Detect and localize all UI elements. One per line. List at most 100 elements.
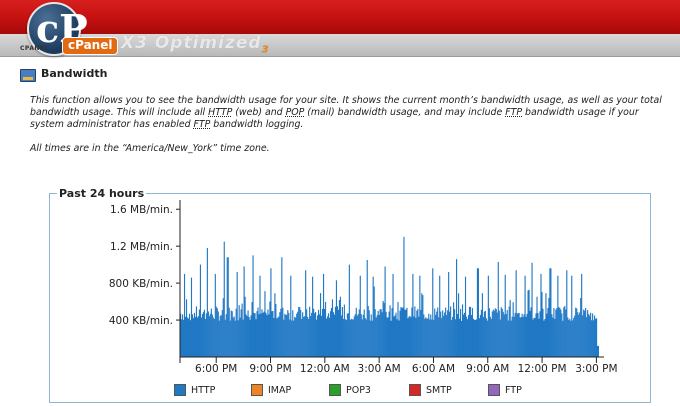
http-bar (497, 261, 499, 357)
http-bar (489, 316, 491, 357)
http-bar (271, 311, 273, 357)
http-bar (398, 320, 400, 357)
http-bar (343, 304, 345, 357)
http-bar (236, 272, 238, 357)
http-bar (504, 274, 506, 357)
http-bar (589, 315, 591, 357)
http-bar (582, 315, 584, 357)
http-bar (274, 293, 276, 357)
http-bar (573, 317, 575, 357)
http-bar (375, 317, 377, 357)
legend-swatch (251, 384, 263, 396)
http-bar (240, 309, 242, 357)
http-bar (270, 268, 272, 357)
http-bar (416, 310, 418, 357)
legend-swatch (329, 384, 341, 396)
http-bar (325, 318, 328, 357)
http-bar (299, 307, 301, 357)
chart-title: Past 24 hours (57, 187, 147, 200)
http-bar (238, 305, 240, 357)
http-bar (583, 309, 585, 357)
http-bar (487, 275, 489, 357)
http-bar (393, 316, 395, 357)
http-bar (492, 309, 494, 357)
http-bar (488, 308, 490, 357)
http-bar (585, 308, 587, 357)
http-bar (313, 308, 315, 357)
http-bar (553, 308, 555, 357)
http-bar (390, 320, 392, 357)
legend-label: POP3 (346, 384, 371, 396)
http-bar (235, 308, 237, 357)
http-bar (295, 317, 297, 357)
http-bar (230, 310, 232, 357)
http-bar (539, 311, 541, 357)
http-bar (365, 319, 367, 357)
http-bar (253, 313, 255, 357)
x-tick-label: 12:00 AM (300, 363, 350, 375)
http-bar (346, 313, 348, 357)
http-bar (508, 306, 510, 357)
legend-item: IMAP (251, 384, 291, 396)
http-bar (185, 299, 188, 357)
http-bar (567, 317, 569, 357)
http-bar (501, 308, 503, 357)
http-bar (191, 314, 194, 357)
http-bar (499, 319, 501, 357)
http-bar (486, 320, 488, 357)
http-bar (366, 260, 368, 357)
http-bar (241, 303, 243, 357)
http-bar (479, 314, 481, 357)
http-bar (312, 276, 314, 357)
http-bar (385, 311, 387, 357)
http-bar (188, 313, 191, 357)
http-bar (440, 311, 442, 357)
http-bar (411, 307, 413, 357)
http-bar (231, 311, 233, 357)
http-bar (219, 315, 221, 357)
http-bar (403, 236, 405, 357)
http-bar (446, 315, 448, 357)
theme-text: X3 Optimized (121, 33, 262, 53)
legend-swatch (488, 384, 500, 396)
http-bar (594, 315, 596, 357)
http-bar (409, 315, 411, 357)
y-tick-label: 1.2 MB/min. (110, 241, 173, 253)
http-bar (451, 320, 453, 357)
http-bar (237, 320, 239, 357)
http-bar (306, 309, 308, 357)
y-tick-label: 400 KB/min. (109, 315, 173, 327)
http-bar (429, 319, 431, 357)
http-bar (413, 316, 415, 357)
http-bar (421, 293, 423, 357)
http-bar (283, 319, 285, 357)
http-bar (542, 308, 544, 357)
http-bar (575, 307, 577, 357)
http-bar (276, 318, 278, 357)
desc-part: bandwidth logging. (210, 119, 304, 130)
legend-item: POP3 (329, 384, 371, 396)
http-bar (435, 315, 437, 357)
http-bar (515, 270, 517, 357)
timezone-note: All times are in the “America/New_York” … (30, 143, 270, 154)
http-bar (264, 291, 266, 357)
http-bar (249, 319, 251, 357)
http-bar (470, 315, 473, 357)
http-bar (570, 320, 572, 357)
http-bar (442, 310, 444, 357)
x-tick-label: 9:00 PM (249, 363, 291, 375)
http-bar (199, 264, 201, 357)
http-bar (352, 319, 354, 357)
http-bar (314, 313, 316, 357)
http-bar (578, 314, 580, 357)
http-bar (471, 308, 474, 357)
http-bar (324, 301, 327, 357)
http-bar (481, 293, 483, 357)
http-bar (333, 314, 336, 357)
cpanel-brand[interactable]: cPanel (62, 37, 119, 55)
http-bar (244, 296, 246, 357)
http-bar (469, 307, 472, 357)
http-bar (201, 314, 203, 357)
http-bar (414, 306, 416, 357)
